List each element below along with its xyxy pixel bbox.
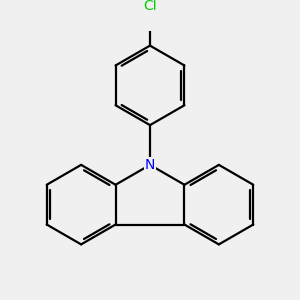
Text: N: N bbox=[145, 158, 155, 172]
Text: Cl: Cl bbox=[143, 0, 157, 13]
